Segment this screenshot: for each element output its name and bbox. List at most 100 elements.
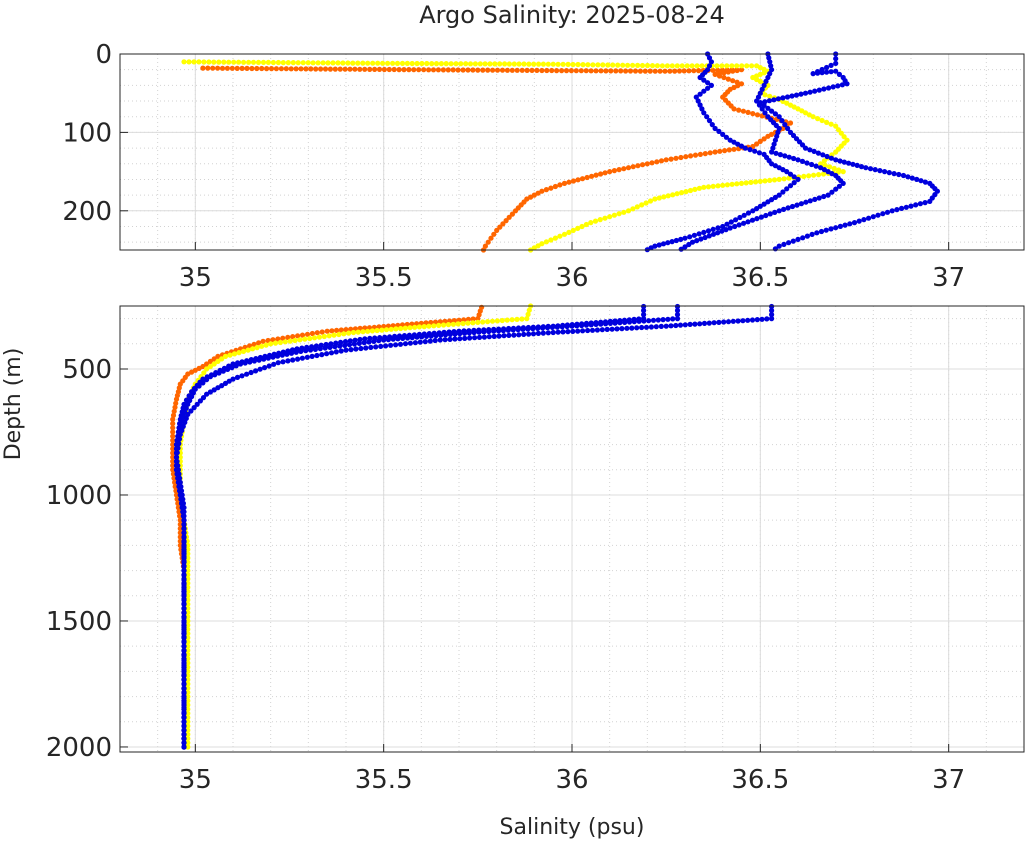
data-point: [744, 63, 750, 69]
data-point: [875, 212, 881, 218]
data-point: [231, 59, 237, 65]
data-point: [782, 153, 788, 159]
data-point: [674, 316, 681, 322]
data-point: [922, 200, 928, 206]
data-point: [450, 321, 456, 327]
data-point: [282, 339, 288, 345]
data-point: [510, 327, 516, 333]
data-point: [170, 454, 176, 460]
data-point: [254, 65, 260, 72]
data-point: [362, 336, 368, 342]
data-point: [172, 479, 178, 485]
data-point: [390, 336, 396, 342]
data-point: [186, 59, 192, 65]
data-point: [170, 421, 176, 427]
data-point: [623, 68, 629, 74]
data-point: [738, 67, 745, 73]
data-point: [639, 62, 646, 69]
data-point: [701, 184, 707, 190]
data-point: [200, 380, 206, 386]
data-point: [496, 328, 502, 334]
data-point: [674, 307, 681, 314]
data-point: [585, 327, 591, 334]
data-point: [650, 317, 657, 323]
data-point: [687, 321, 693, 327]
data-point: [774, 133, 780, 139]
data-point: [644, 62, 651, 69]
data-point: [215, 65, 221, 71]
data-point: [181, 572, 187, 578]
data-point: [328, 350, 335, 356]
data-point: [361, 340, 367, 346]
data-point: [335, 60, 341, 66]
lower-y-tick-label: 2000: [46, 733, 112, 763]
data-point: [799, 158, 806, 164]
data-point: [647, 68, 653, 74]
data-point: [715, 230, 721, 236]
data-point: [833, 157, 839, 163]
data-point: [173, 400, 179, 406]
data-point: [615, 62, 621, 68]
upper-series-4: [678, 51, 846, 252]
data-point: [329, 328, 335, 334]
data-point: [583, 221, 590, 228]
data-point: [575, 225, 581, 231]
data-point: [820, 171, 827, 177]
data-point: [549, 324, 556, 330]
data-point: [833, 149, 839, 155]
data-point: [689, 239, 696, 245]
data-point: [185, 584, 191, 591]
data-point: [372, 66, 378, 72]
data-point: [404, 335, 411, 341]
data-point: [185, 610, 191, 616]
data-point: [621, 166, 627, 172]
data-point: [181, 530, 187, 536]
data-point: [734, 67, 740, 74]
data-point: [183, 405, 189, 411]
data-point: [656, 242, 662, 248]
data-point: [723, 134, 730, 140]
data-point: [385, 60, 391, 66]
data-point: [333, 349, 339, 355]
data-point: [784, 94, 791, 100]
data-point: [497, 224, 503, 230]
data-point: [175, 467, 181, 473]
data-point: [331, 332, 337, 338]
data-point: [539, 67, 545, 74]
data-point: [181, 662, 187, 668]
data-point: [502, 61, 508, 67]
data-point: [181, 563, 187, 569]
data-point: [771, 177, 778, 183]
data-point: [482, 61, 488, 67]
data-point: [548, 237, 554, 243]
data-point: [181, 714, 187, 720]
data-point: [847, 221, 853, 227]
data-point: [234, 65, 240, 71]
data-point: [170, 446, 176, 452]
data-point: [402, 341, 409, 347]
data-point: [781, 206, 787, 212]
data-point: [457, 331, 463, 337]
data-point: [273, 66, 279, 72]
data-point: [240, 348, 247, 354]
data-point: [172, 404, 178, 410]
data-point: [927, 198, 933, 204]
data-point: [511, 332, 517, 338]
data-point: [723, 227, 729, 233]
data-point: [310, 60, 316, 66]
data-point: [299, 355, 305, 361]
data-point: [487, 61, 493, 67]
data-point: [662, 68, 668, 74]
data-point: [790, 238, 796, 244]
data-point: [260, 59, 267, 65]
data-point: [756, 150, 763, 156]
data-point: [170, 412, 177, 418]
data-point: [181, 731, 187, 738]
data-point: [181, 629, 187, 635]
upper-series-2: [181, 59, 850, 253]
data-point: [259, 343, 265, 349]
data-point: [715, 183, 721, 189]
data-point: [370, 60, 376, 66]
data-point: [699, 63, 705, 69]
